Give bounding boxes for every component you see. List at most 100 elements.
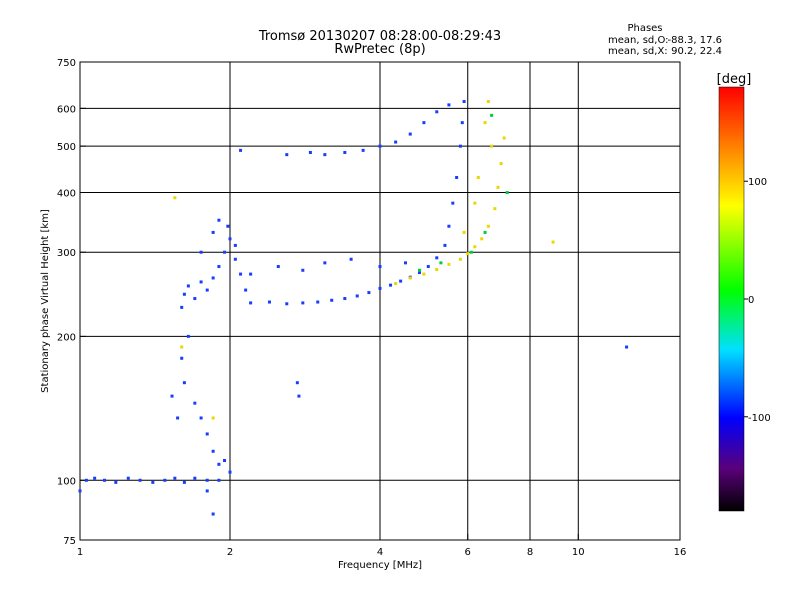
data-point xyxy=(435,110,439,114)
data-point xyxy=(462,100,466,104)
data-point xyxy=(330,298,334,302)
data-point xyxy=(226,224,230,228)
x-tick-label: 1 xyxy=(77,547,83,558)
data-point xyxy=(173,196,177,200)
data-point xyxy=(367,291,371,295)
data-point xyxy=(323,153,327,157)
data-point xyxy=(244,288,248,292)
data-point xyxy=(473,245,477,249)
data-point xyxy=(211,512,215,516)
data-point xyxy=(426,265,430,269)
data-point xyxy=(422,272,426,276)
phase-stats-title: Phases xyxy=(627,23,662,34)
data-point xyxy=(490,113,494,117)
data-point xyxy=(233,257,237,261)
data-point xyxy=(170,394,174,398)
data-point xyxy=(211,276,215,280)
data-point xyxy=(285,302,289,306)
data-point xyxy=(458,257,462,261)
data-point xyxy=(193,297,197,301)
data-point xyxy=(483,121,487,125)
data-point xyxy=(199,280,203,284)
phase-stats-o-label: mean, sd,O: xyxy=(608,35,669,46)
grid-lines xyxy=(80,62,680,540)
data-point xyxy=(205,432,209,436)
phase-stats-o-values: -88.3, 17.6 xyxy=(668,35,723,46)
data-point xyxy=(199,250,203,254)
data-point xyxy=(496,185,500,189)
y-tick-label: 300 xyxy=(57,248,76,259)
data-point xyxy=(276,265,280,269)
data-point xyxy=(297,394,301,398)
data-point xyxy=(205,288,209,292)
x-tick-label: 16 xyxy=(674,547,687,558)
data-point xyxy=(502,136,506,140)
data-point xyxy=(435,268,439,272)
y-tick-label: 75 xyxy=(63,536,76,547)
data-point xyxy=(355,294,359,298)
data-point xyxy=(493,207,497,211)
data-point xyxy=(126,476,130,480)
data-point xyxy=(480,237,484,241)
colorbar-tick-label: 0 xyxy=(748,295,754,306)
data-point xyxy=(394,282,398,286)
data-point xyxy=(182,381,186,385)
data-point xyxy=(217,478,221,482)
data-point xyxy=(151,480,155,484)
x-axis-label: Frequency [MHz] xyxy=(338,560,422,571)
data-point xyxy=(114,480,118,484)
data-point xyxy=(417,268,421,272)
data-point xyxy=(211,449,215,453)
data-point xyxy=(466,252,470,256)
data-point xyxy=(93,476,97,480)
colorbar-tick-label: 100 xyxy=(748,177,767,188)
data-point xyxy=(378,144,382,148)
data-point xyxy=(361,148,365,152)
data-point xyxy=(295,381,299,385)
data-point xyxy=(267,300,271,304)
data-point xyxy=(483,230,487,234)
data-point xyxy=(443,243,447,247)
data-point xyxy=(84,478,88,482)
data-point xyxy=(301,268,305,272)
data-point xyxy=(447,103,451,107)
data-point xyxy=(301,301,305,305)
y-tick-label: 500 xyxy=(57,142,76,153)
data-point xyxy=(163,478,167,482)
data-point xyxy=(182,292,186,296)
data-point xyxy=(182,480,186,484)
data-point xyxy=(455,175,459,179)
x-tick-label: 4 xyxy=(377,547,383,558)
data-point xyxy=(249,272,253,276)
data-point xyxy=(394,140,398,144)
data-point xyxy=(551,240,555,244)
data-point xyxy=(285,153,289,157)
data-point xyxy=(435,256,439,260)
data-point xyxy=(223,250,227,254)
data-point xyxy=(239,272,243,276)
y-tick-label: 600 xyxy=(57,104,76,115)
data-point xyxy=(343,297,347,301)
data-point xyxy=(469,250,473,254)
data-point xyxy=(193,476,197,480)
data-point xyxy=(408,276,412,280)
data-point xyxy=(378,265,382,269)
data-point xyxy=(403,261,407,265)
x-tick-label: 8 xyxy=(527,547,533,558)
data-point xyxy=(417,271,421,275)
data-point xyxy=(180,305,184,309)
data-point xyxy=(180,345,184,349)
data-point xyxy=(316,300,320,304)
colorbar-tick-label: -100 xyxy=(748,413,771,424)
data-point xyxy=(486,100,490,104)
data-point xyxy=(473,201,477,205)
data-point xyxy=(458,144,462,148)
data-point xyxy=(490,144,494,148)
data-point xyxy=(486,224,490,228)
data-point xyxy=(389,283,393,287)
data-point xyxy=(439,261,443,265)
x-tick-label: 10 xyxy=(572,547,585,558)
y-tick-label: 400 xyxy=(57,188,76,199)
data-point xyxy=(505,190,509,194)
